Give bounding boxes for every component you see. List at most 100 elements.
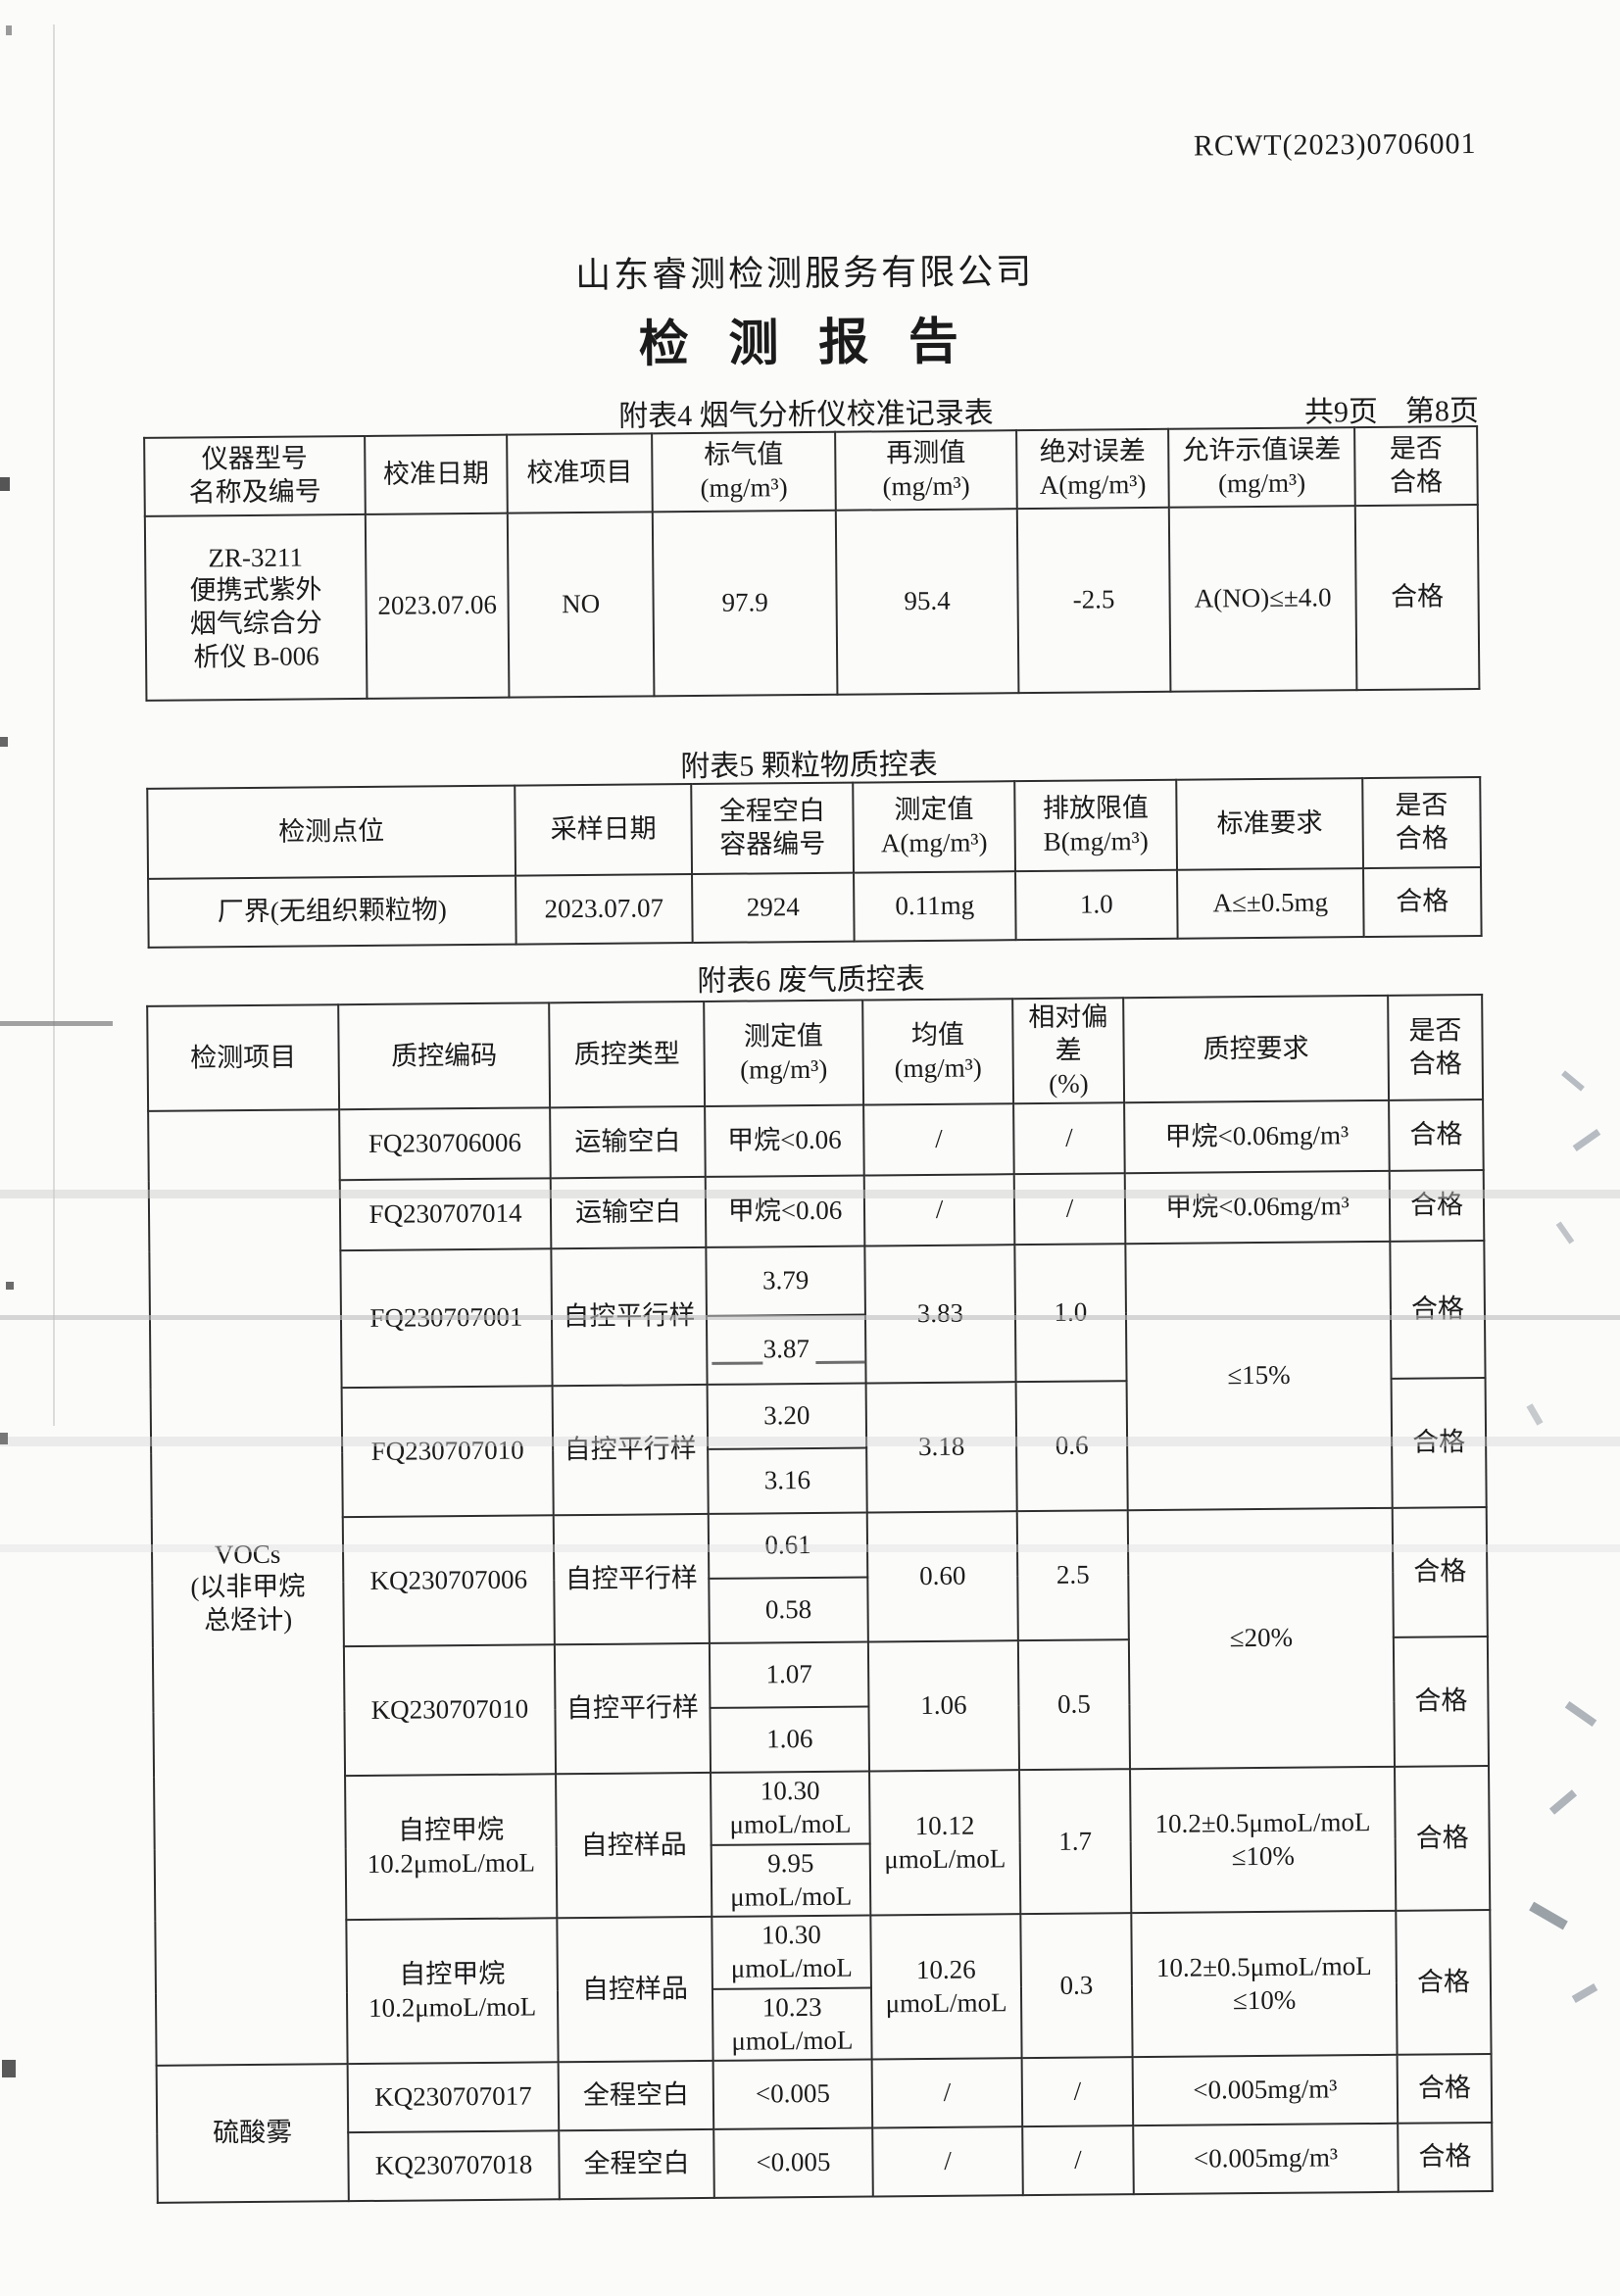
t6-r9-code: KQ230707017: [347, 2062, 560, 2133]
t6-r7-type: 自控样品: [556, 1773, 712, 1919]
table6-row-8a: 自控甲烷 10.2μmoL/moL 自控样品 10.30 μmoL/moL 10…: [155, 1910, 1492, 2065]
t6-r2-measured: 甲烷<0.06: [705, 1175, 865, 1248]
t6-r9-measured: <0.005: [712, 2059, 873, 2130]
t4-h-item: 校准项目: [507, 433, 653, 513]
t6-r2-mean: /: [863, 1174, 1015, 1246]
t6-r8-type: 自控样品: [557, 1917, 713, 2063]
table6-header-row: 检测项目 质控编码 质控类型 测定值 (mg/m³) 均值 (mg/m³) 相对…: [147, 995, 1484, 1112]
t6-r5-mean: 0.60: [866, 1511, 1018, 1642]
t6-r6-dev: 0.5: [1017, 1639, 1131, 1771]
t6-r1-measured: 甲烷<0.06: [705, 1104, 864, 1178]
t5-measured: 0.11mg: [854, 871, 1016, 942]
t5-h-point: 检测点位: [147, 785, 516, 879]
table6-row-5a: KQ230707006 自控平行样 0.61 0.60 2.5 ≤20% 合格: [152, 1507, 1488, 1770]
report-title: 检 测 报 告: [638, 315, 973, 373]
t5-date: 2023.07.07: [515, 874, 693, 945]
t5-point: 厂界(无组织颗粒物): [148, 875, 516, 948]
t5-h-pass: 是否 合格: [1362, 777, 1482, 869]
t6-r8-dev: 0.3: [1020, 1913, 1133, 2059]
t6-r2-req: 甲烷<0.06mg/m³: [1124, 1171, 1391, 1245]
t6-r2-code: FQ230707014: [339, 1178, 552, 1251]
t6-req-le20: ≤20%: [1127, 1508, 1396, 1770]
table5-data-row: 厂界(无组织颗粒物) 2023.07.07 2924 0.11mg 1.0 A≤…: [148, 867, 1482, 948]
t6-r6-code: KQ230707010: [343, 1644, 557, 1777]
company-name: 山东睿测检测服务有限公司: [575, 251, 1035, 296]
t6-r1-code: FQ230706006: [339, 1107, 551, 1181]
t6-r9-req: <0.005mg/m³: [1132, 2055, 1399, 2126]
t6-r1-pass: 合格: [1389, 1099, 1484, 1172]
t4-allowed-error: A(NO)≤±4.0: [1168, 506, 1357, 692]
t6-h-code: 质控编码: [338, 1002, 551, 1110]
t6-r8-measured-1: 10.30 μmoL/moL: [712, 1915, 871, 1989]
t6-r9-pass: 合格: [1397, 2054, 1493, 2125]
t4-absolute-error: -2.5: [1016, 507, 1171, 694]
t6-r6-type: 自控平行样: [554, 1643, 712, 1775]
t6-r2-pass: 合格: [1389, 1170, 1485, 1243]
t6-r10-pass: 合格: [1398, 2123, 1493, 2193]
report-number: RCWT(2023)0706001: [1193, 127, 1477, 163]
t6-r8-code: 自控甲烷 10.2μmoL/moL: [346, 1918, 559, 2065]
t4-item: NO: [507, 512, 655, 698]
t4-h-absolute-error: 绝对误差 A(mg/m³): [1016, 428, 1169, 510]
t6-h-item: 检测项目: [147, 1004, 340, 1112]
t6-r3-mean: 3.83: [864, 1245, 1016, 1384]
t5-h-container: 全程空白 容器编号: [691, 782, 855, 875]
t6-r10-type: 全程空白: [559, 2129, 714, 2200]
t6-r2-dev: /: [1013, 1173, 1126, 1246]
t6-r7-measured-2: 9.95 μmoL/moL: [711, 1843, 871, 1918]
t6-r7-dev: 1.7: [1019, 1769, 1132, 1915]
t6-r9-dev: /: [1021, 2057, 1134, 2127]
table6-waste-gas-qc: 检测项目 质控编码 质控类型 测定值 (mg/m³) 均值 (mg/m³) 相对…: [146, 994, 1494, 2204]
t4-instrument: ZR-3211 便携式紫外 烟气综合分 析仪 B-006: [144, 513, 368, 701]
t6-h-measured: 测定值 (mg/m³): [704, 1000, 864, 1107]
page-info: 共9页 第8页: [1277, 386, 1479, 431]
t6-r5-code: KQ230707006: [342, 1515, 555, 1647]
t4-h-pass: 是否 合格: [1354, 426, 1478, 507]
t6-r8-mean: 10.26 μmoL/moL: [870, 1914, 1022, 2060]
t4-retest-value: 95.4: [835, 509, 1019, 695]
t6-r3-code: FQ230707001: [340, 1248, 553, 1389]
t6-r4-type: 自控平行样: [552, 1385, 709, 1516]
t6-r6-measured-2: 1.06: [710, 1706, 870, 1774]
t6-r3-dev: 1.0: [1014, 1244, 1127, 1383]
table6-row-3a: FQ230707001 自控平行样 3.79 3.83 1.0 ≤15% 合格: [149, 1241, 1486, 1511]
t4-h-allowed-error: 允许示值误差 (mg/m³): [1168, 427, 1355, 508]
t4-h-instrument: 仪器型号 名称及编号: [144, 435, 366, 516]
t6-item-sulfuric-mist: 硫酸雾: [156, 2064, 349, 2204]
t6-r4-measured-2: 3.16: [708, 1447, 867, 1515]
t6-r5-type: 自控平行样: [553, 1514, 710, 1645]
t6-item-vocs: VOCs (以非甲烷 总烃计): [148, 1109, 348, 2067]
t6-r4-mean: 3.18: [865, 1382, 1017, 1513]
t6-r4-dev: 0.6: [1015, 1381, 1128, 1512]
t5-h-measured: 测定值 A(mg/m³): [853, 781, 1016, 873]
t5-h-standard: 标准要求: [1176, 778, 1364, 870]
t6-r10-dev: /: [1022, 2125, 1134, 2196]
table6-row-9: 硫酸雾 KQ230707017 全程空白 <0.005 / / <0.005mg…: [156, 2054, 1493, 2204]
t6-r5-measured-1: 0.61: [708, 1512, 868, 1580]
t6-h-mean: 均值 (mg/m³): [862, 999, 1014, 1105]
t6-r1-mean: /: [863, 1103, 1014, 1176]
table5-header-row: 检测点位 采样日期 全程空白 容器编号 测定值 A(mg/m³) 排放限值 B(…: [147, 777, 1482, 879]
page-total: 共9页: [1303, 395, 1379, 429]
t6-r6-pass: 合格: [1393, 1637, 1490, 1768]
t5-container: 2924: [692, 872, 855, 944]
t4-date: 2023.07.06: [365, 513, 510, 699]
table6-row-7a: 自控甲烷 10.2μmoL/moL 自控样品 10.30 μmoL/moL 10…: [154, 1766, 1491, 1921]
t6-r10-code: KQ230707018: [348, 2130, 560, 2202]
t5-limit: 1.0: [1015, 869, 1178, 941]
t6-r7-code: 自控甲烷 10.2μmoL/moL: [345, 1774, 558, 1921]
t6-r3-measured-1: 3.79: [706, 1246, 865, 1317]
t6-req-le15: ≤15%: [1125, 1242, 1393, 1511]
t6-r9-type: 全程空白: [558, 2061, 714, 2131]
t6-r10-req: <0.005mg/m³: [1133, 2124, 1399, 2195]
table4-header-row: 仪器型号 名称及编号 校准日期 校准项目 标气值 (mg/m³) 再测值 (mg…: [144, 426, 1478, 516]
t6-r1-req: 甲烷<0.06mg/m³: [1124, 1100, 1390, 1174]
t6-r3-type: 自控平行样: [551, 1247, 708, 1387]
t5-pass: 合格: [1363, 867, 1482, 938]
t6-r8-req: 10.2±0.5μmoL/moL ≤10%: [1131, 1911, 1398, 2058]
t6-r9-mean: /: [871, 2058, 1023, 2128]
table4-flue-gas-analyzer-calibration: 仪器型号 名称及编号 校准日期 校准项目 标气值 (mg/m³) 再测值 (mg…: [143, 425, 1480, 702]
t6-h-pass: 是否 合格: [1388, 995, 1484, 1101]
t6-r1-dev: /: [1013, 1102, 1125, 1175]
